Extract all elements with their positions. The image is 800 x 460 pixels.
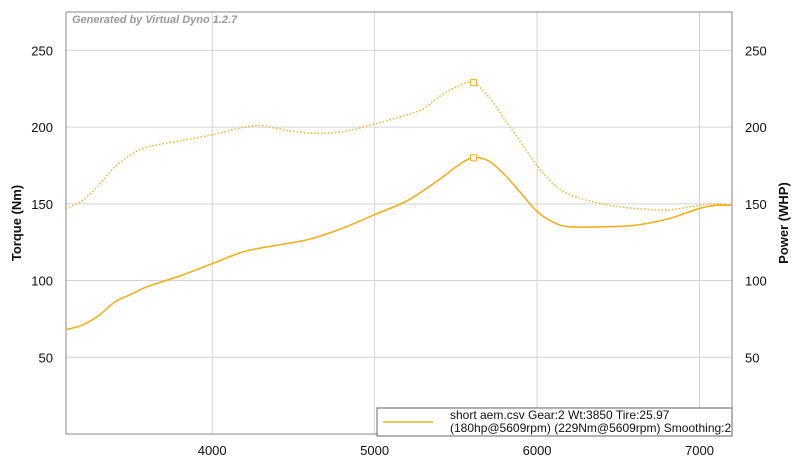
y-tick-left-label: 50: [39, 350, 53, 365]
y-tick-left-label: 200: [31, 120, 53, 135]
legend-line-2: (180hp@5609rpm) (229Nm@5609rpm) Smoothin…: [450, 421, 731, 435]
y-axis-left-title: Torque (Nm): [9, 185, 24, 261]
x-ticks: 4000 5000 6000 7000: [198, 443, 714, 458]
power-line: [65, 156, 733, 331]
y-tick-right-label: 100: [745, 274, 767, 289]
x-tick-label: 7000: [685, 443, 714, 458]
y-ticks-left: 50 100 150 200 250: [31, 43, 53, 365]
y-tick-left-label: 100: [31, 274, 53, 289]
watermark-text: Generated by Virtual Dyno 1.2.7: [72, 14, 238, 26]
y-axis-right-title: Power (WHP): [776, 182, 791, 264]
y-ticks-right: 50 100 150 200 250: [745, 43, 767, 365]
y-tick-right-label: 250: [745, 43, 767, 58]
peak-marker-torque: [470, 79, 478, 87]
legend-box: [376, 407, 733, 437]
x-tick-label: 6000: [523, 443, 552, 458]
y-tick-left-label: 250: [31, 43, 53, 58]
x-tick-label: 4000: [198, 443, 227, 458]
peak-marker-power: [470, 154, 478, 162]
series-layer: [65, 79, 733, 331]
x-tick-label: 5000: [360, 443, 389, 458]
y-tick-right-label: 150: [745, 197, 767, 212]
y-tick-right-label: 50: [745, 350, 759, 365]
y-tick-right-label: 200: [745, 120, 767, 135]
y-tick-left-label: 150: [31, 197, 53, 212]
legend-line-1: short aem.csv Gear:2 Wt:3850 Tire:25.97: [450, 408, 670, 422]
legend: short aem.csv Gear:2 Wt:3850 Tire:25.97 …: [376, 407, 733, 437]
torque-line: [65, 81, 733, 211]
